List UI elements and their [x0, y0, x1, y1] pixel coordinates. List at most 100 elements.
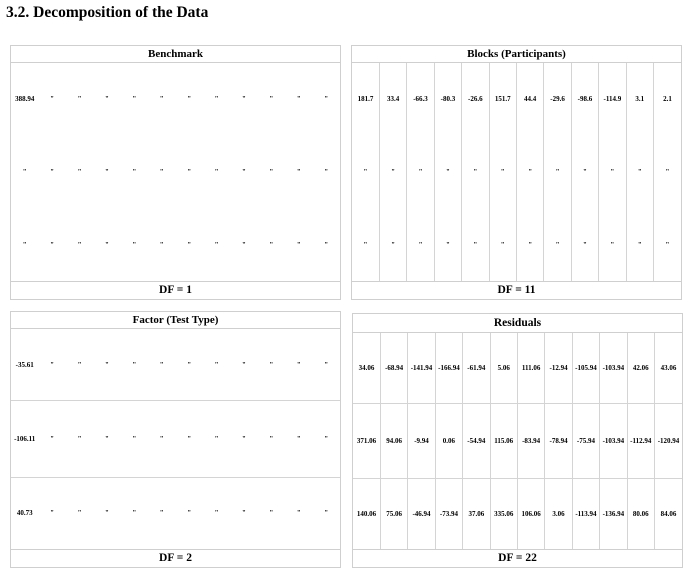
blocks-cell: " — [378, 208, 407, 281]
blocks-df: DF = 11 — [352, 281, 681, 299]
residuals-cell: 106.06 — [516, 477, 546, 549]
residuals-cell: -73.94 — [434, 477, 464, 549]
benchmark-cell: " — [132, 95, 137, 104]
benchmark-cell: " — [269, 240, 274, 249]
blocks-cell: " — [488, 208, 517, 281]
benchmark-cell: " — [77, 95, 82, 104]
factor-cell: " — [269, 360, 274, 369]
benchmark-grid: 388.94 " " " " " " " " " " " " " " " " " " " " " " " " " " " " " " " " " "… — [11, 63, 340, 281]
residuals-cell: -112.94 — [626, 403, 655, 479]
residuals-cell: 3.06 — [544, 477, 573, 549]
blocks-cell: 33.4 — [378, 63, 407, 136]
residuals-row: 140.06 75.06 -46.94 -73.94 37.06 335.06 106.06… — [353, 477, 682, 549]
blocks-cell: -98.6 — [570, 63, 599, 136]
residuals-cell: 84.06 — [653, 477, 682, 549]
benchmark-cell: " — [296, 95, 301, 104]
blocks-cell: " — [543, 135, 572, 209]
factor-cell: " — [148, 400, 176, 478]
residuals-title: Residuals — [353, 314, 682, 333]
benchmark-cell: " — [159, 95, 164, 104]
factor-cell: " — [202, 400, 231, 478]
residuals-row: 34.06 -68.94 -141.94 -166.94 -61.94 5.06 111.0… — [353, 333, 682, 405]
benchmark-cell: " — [104, 95, 109, 104]
benchmark-cell: " — [77, 240, 82, 249]
blocks-cell: " — [433, 135, 462, 209]
factor-cell: " — [77, 360, 82, 369]
factor-df: DF = 2 — [11, 549, 340, 567]
residuals-cell: 42.06 — [626, 333, 655, 405]
blocks-cell: -29.6 — [543, 63, 572, 136]
blocks-cell: -66.3 — [406, 63, 435, 136]
benchmark-row: 388.94 " " " " " " " " " " " — [11, 63, 340, 136]
factor-cell: " — [230, 400, 258, 478]
blocks-title: Blocks (Participants) — [352, 46, 681, 63]
factor-cell: " — [120, 400, 149, 478]
factor-cell: " — [214, 360, 219, 369]
factor-cell: " — [242, 360, 246, 369]
benchmark-cell: " — [214, 95, 219, 104]
factor-cell: " — [159, 360, 164, 369]
blocks-row: " " " " " " " " " " " " — [352, 208, 681, 281]
factor-cell: " — [285, 476, 313, 549]
blocks-cell: " — [378, 135, 407, 209]
section-heading: 3.2. Decomposition of the Data — [6, 4, 209, 21]
factor-title: Factor (Test Type) — [11, 312, 340, 329]
residuals-cell: 371.06 — [353, 403, 381, 479]
blocks-cell: 44.4 — [515, 63, 544, 136]
residuals-cell: -103.94 — [599, 403, 628, 479]
residuals-cell: 34.06 — [353, 333, 381, 405]
blocks-cell: 2.1 — [652, 63, 681, 136]
benchmark-df: DF = 1 — [11, 281, 340, 299]
blocks-cell: " — [625, 208, 654, 281]
residuals-cell: 94.06 — [379, 403, 409, 479]
benchmark-cell: " — [77, 167, 82, 176]
blocks-cell: " — [406, 208, 435, 281]
residuals-row: 371.06 94.06 -9.94 0.06 -54.94 115.06 -83.94 -7… — [353, 403, 682, 479]
benchmark-cell: " — [296, 240, 301, 249]
factor-cell: " — [296, 360, 301, 369]
factor-cell: " — [50, 360, 55, 369]
factor-panel: Factor (Test Type) -35.61 " " " " " " " " " " " -106… — [10, 311, 341, 568]
residuals-cell: 140.06 — [353, 477, 381, 549]
blocks-cell: " — [433, 208, 462, 281]
factor-grid: -35.61 " " " " " " " " " " " -106.11 " " " " " " " " " " " 40.73… — [11, 329, 340, 549]
blocks-cell: " — [406, 135, 435, 209]
factor-cell: -35.61 — [15, 360, 34, 369]
factor-cell: " — [175, 400, 203, 478]
factor-cell: " — [65, 400, 94, 478]
factor-cell: " — [65, 476, 94, 549]
benchmark-cell: " — [22, 167, 27, 176]
residuals-cell: -54.94 — [462, 403, 491, 479]
benchmark-cell: 388.94 — [15, 95, 35, 104]
blocks-cell: " — [543, 208, 572, 281]
residuals-cell: -68.94 — [379, 333, 409, 405]
residuals-cell: -113.94 — [571, 477, 601, 549]
factor-cell: " — [38, 476, 66, 549]
residuals-cell: -83.94 — [516, 403, 546, 479]
blocks-cell: 3.1 — [625, 63, 654, 136]
factor-cell: " — [285, 400, 313, 478]
factor-cell: " — [257, 400, 286, 478]
residuals-grid: 34.06 -68.94 -141.94 -166.94 -61.94 5.06 111.0… — [353, 333, 682, 549]
benchmark-cell: " — [50, 95, 55, 104]
benchmark-cell: " — [132, 167, 137, 176]
factor-cell: " — [148, 476, 176, 549]
factor-cell: 40.73 — [11, 476, 39, 549]
benchmark-cell: " — [324, 167, 329, 176]
benchmark-cell: " — [269, 95, 274, 104]
factor-cell: " — [230, 476, 258, 549]
factor-cell: " — [175, 476, 203, 549]
benchmark-cell: " — [242, 95, 246, 104]
blocks-cell: " — [363, 240, 368, 249]
residuals-cell: 37.06 — [462, 477, 491, 549]
residuals-cell: -9.94 — [407, 403, 436, 479]
benchmark-cell: " — [242, 167, 246, 176]
blocks-cell: 181.7 — [357, 95, 374, 104]
blocks-cell: -114.9 — [598, 63, 627, 136]
blocks-cell: " — [625, 135, 654, 209]
residuals-cell: -105.94 — [571, 333, 601, 405]
residuals-cell: -136.94 — [599, 477, 628, 549]
benchmark-row: " " " " " " " " " " " " — [11, 136, 340, 209]
blocks-cell: " — [570, 135, 599, 209]
residuals-cell: -120.94 — [653, 403, 682, 479]
